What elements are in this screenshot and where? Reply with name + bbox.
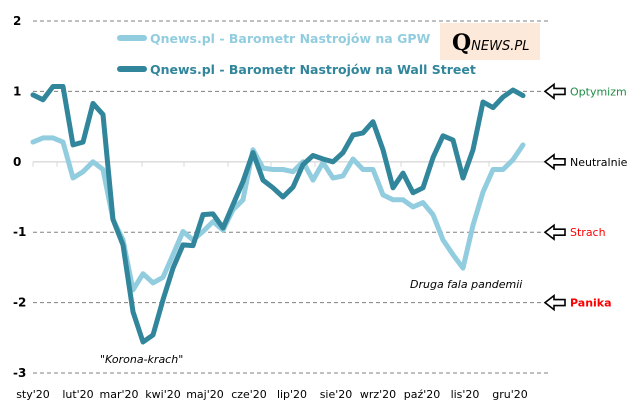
- logo-text: QNEWS.PL: [452, 30, 529, 56]
- legend-label-gpw: Qnews.pl - Barometr Nastrojów na GPW: [150, 31, 431, 46]
- y-tick-label: 1: [13, 84, 21, 98]
- x-tick-label: mar'20: [100, 388, 139, 401]
- level-optymizm: Optymizm: [543, 82, 627, 101]
- level-strach: Strach: [543, 223, 606, 241]
- level-label: Panika: [570, 297, 612, 310]
- logo-q: Q: [452, 30, 471, 56]
- arrow-left-icon: [543, 153, 566, 171]
- level-label: Strach: [570, 226, 606, 239]
- y-tick-label: -2: [13, 296, 26, 310]
- level-label: Optymizm: [570, 85, 627, 98]
- y-tick-label: 0: [13, 155, 21, 169]
- arrow-left-icon: [543, 293, 566, 312]
- sentiment-levels: Optymizm Neutralnie Strach Panika: [543, 82, 628, 312]
- x-tick-label: gru'20: [492, 388, 528, 401]
- level-label: Neutralnie: [570, 156, 628, 169]
- x-tick-label: wrz'20: [360, 388, 396, 401]
- x-axis-ticks: sty'20 lut'20 mar'20 kwi'20 maj'20 cze'20 lip'…: [16, 161, 528, 401]
- qnews-logo: QNEWS.PL: [440, 23, 540, 60]
- arrow-left-icon: [543, 223, 566, 241]
- y-axis-ticks: 2 1 0 -1 -2 -3: [13, 14, 26, 380]
- level-panika: Panika: [543, 293, 612, 312]
- series-line-wallstreet: [30, 84, 526, 345]
- legend-item-gpw[interactable]: Qnews.pl - Barometr Nastrojów na GPW: [117, 31, 431, 46]
- logo-rest: NEWS.PL: [471, 39, 529, 54]
- x-tick-label: kwi'20: [145, 388, 180, 401]
- level-neutralnie: Neutralnie: [543, 153, 628, 171]
- x-tick-label: lip'20: [277, 388, 307, 401]
- y-tick-label: -1: [13, 225, 26, 239]
- logo-background: [440, 23, 540, 60]
- legend: Qnews.pl - Barometr Nastrojów na GPW Qne…: [117, 31, 476, 77]
- legend-item-wallstreet[interactable]: Qnews.pl - Barometr Nastrojów na Wall St…: [117, 62, 476, 77]
- x-tick-label: lut'20: [62, 388, 93, 401]
- x-tick-label: cze'20: [231, 388, 267, 401]
- annotation-druga-fala: Druga fala pandemii: [410, 278, 522, 291]
- x-tick-label: sty'20: [16, 388, 50, 401]
- y-tick-label: -3: [13, 366, 26, 380]
- x-tick-label: sie'20: [320, 388, 353, 401]
- arrow-left-icon: [543, 82, 566, 101]
- x-tick-label: lis'20: [451, 388, 480, 401]
- x-tick-label: maj'20: [186, 388, 224, 401]
- legend-label-wallstreet: Qnews.pl - Barometr Nastrojów na Wall St…: [150, 62, 476, 77]
- series-lines: [30, 84, 526, 345]
- annotation-korona-krach: "Korona-krach": [100, 353, 183, 366]
- y-tick-label: 2: [13, 14, 21, 28]
- x-tick-label: paź'20: [404, 388, 441, 401]
